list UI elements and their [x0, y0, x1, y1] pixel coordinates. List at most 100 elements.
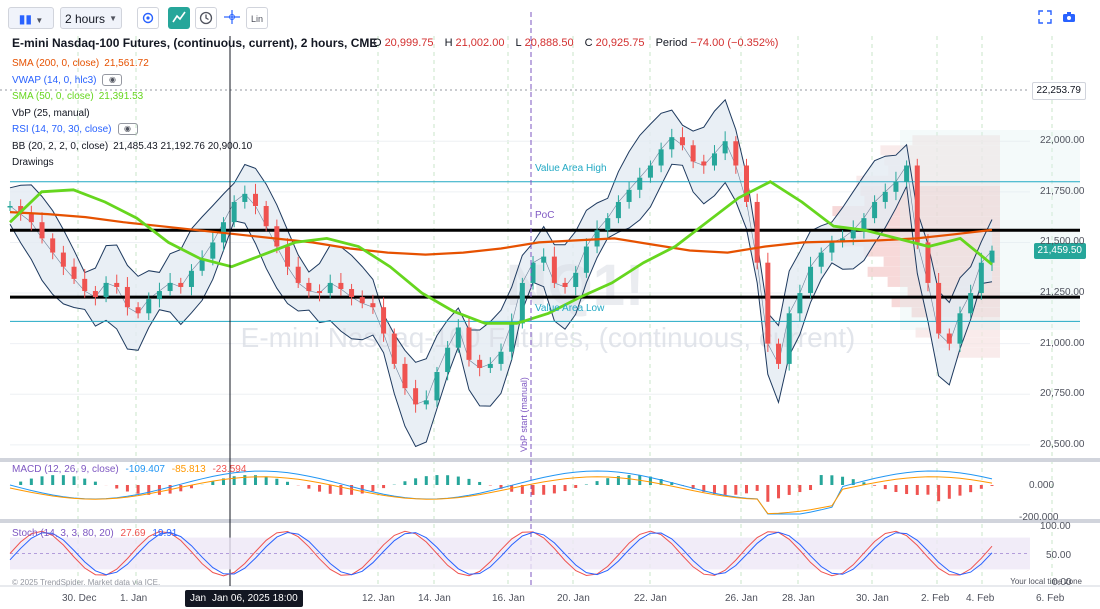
- macd-histogram-bar: [339, 485, 343, 495]
- pane-separator: [0, 519, 1100, 523]
- time-tick-label: 1. Jan: [120, 593, 148, 604]
- macd-histogram-bar: [830, 475, 834, 485]
- macd-histogram-bar: [307, 485, 311, 489]
- macd-histogram-bar: [19, 481, 23, 485]
- legend-item[interactable]: SMA (200, 0, close) 21,561.72: [12, 57, 149, 71]
- macd-histogram-bar: [766, 485, 770, 502]
- candle-body: [445, 347, 451, 372]
- candle-body: [391, 333, 397, 364]
- macd-histogram-bar: [414, 478, 418, 485]
- vertical-lines: [229, 12, 532, 586]
- candle-body: [263, 206, 269, 227]
- interval-select[interactable]: 2 hours ▼: [60, 7, 122, 29]
- macd-histogram-bar: [691, 485, 695, 489]
- macd-histogram-bar: [841, 476, 845, 485]
- price-tick-label: 22,000.00: [1040, 135, 1085, 147]
- macd-histogram-bar: [83, 478, 87, 485]
- candle-body: [829, 242, 835, 253]
- bollinger-lower-band: [9, 163, 993, 448]
- stoch-value-2: 19.91: [152, 528, 178, 539]
- price-tick-label: 21,750.00: [1040, 185, 1085, 197]
- macd-histogram-bar: [211, 481, 215, 485]
- candle-body: [818, 252, 824, 267]
- value-area-low-label: Value Area Low: [535, 303, 605, 314]
- macd-histogram-bar: [467, 478, 471, 485]
- close-label: C: [584, 37, 593, 49]
- volume-profile-bar: [884, 155, 1000, 166]
- time-tick-label: 12. Jan: [362, 593, 395, 604]
- legend-item-name: RSI (14, 70, 30, close): [12, 124, 112, 135]
- macd-histogram-bar: [275, 478, 279, 485]
- legend-item[interactable]: BB (20, 2, 2, 0, close) 21,485.43 21,192.…: [12, 140, 252, 154]
- eye-icon[interactable]: ◉: [102, 73, 123, 86]
- legend-item[interactable]: VWAP (14, 0, hlc3) ◉: [12, 73, 123, 88]
- time-tick-label: 6. Feb: [1036, 593, 1065, 604]
- local-time-label: Your local time zone: [1010, 577, 1082, 586]
- candle-body: [637, 177, 643, 190]
- camera-icon: [1063, 12, 1075, 22]
- macd-histogram-bar: [456, 476, 460, 485]
- candle-body: [658, 149, 664, 166]
- candle-body: [71, 266, 77, 279]
- macd-histogram-bar: [947, 485, 951, 499]
- macd-histogram-bar: [424, 476, 428, 485]
- candle-body: [477, 359, 483, 368]
- candle-body: [82, 278, 88, 292]
- candle-body: [253, 193, 258, 206]
- macd-pane: [9, 470, 994, 515]
- volume-profile-bar: [955, 347, 1000, 358]
- candle-body: [562, 282, 568, 287]
- candle-body: [381, 307, 387, 334]
- legend-item[interactable]: SMA (50, 0, close) 21,391.53: [12, 90, 143, 104]
- macd-histogram-bar: [29, 478, 33, 485]
- macd-histogram-bar: [446, 475, 450, 485]
- stoch-tick-50: 50.00: [1046, 550, 1072, 561]
- fullscreen-button[interactable]: [1034, 7, 1056, 29]
- crosshair-button[interactable]: [221, 7, 243, 29]
- candle-body: [530, 262, 536, 283]
- macd-histogram-bar: [318, 485, 322, 492]
- stoch-legend: Stoch (14, 3, 3, 80, 20) 27.69 19.91: [12, 528, 177, 539]
- volume-profile-bar: [935, 337, 1000, 348]
- trend-tool-button[interactable]: [168, 7, 190, 29]
- crosshair-icon: [224, 10, 240, 24]
- legend-item-value: 21,561.72: [104, 58, 149, 69]
- time-tick-label: 22. Jan: [634, 593, 667, 604]
- price-tick-label: 21,000.00: [1040, 337, 1085, 349]
- legend-item-value: 21,391.53: [98, 91, 144, 102]
- candle-body: [711, 153, 717, 166]
- candle-body: [978, 262, 984, 294]
- candle-body: [487, 363, 493, 368]
- candle-body: [402, 363, 408, 389]
- chart-type-button[interactable]: ▮▮ ▼: [8, 7, 54, 29]
- legend-item[interactable]: Drawings: [12, 156, 54, 170]
- candle-body: [882, 191, 888, 202]
- chevron-down-icon: ▼: [35, 16, 44, 25]
- settings-button[interactable]: [137, 7, 159, 29]
- macd-histogram-bar: [531, 485, 535, 495]
- candle-body: [103, 282, 109, 298]
- macd-histogram-bar: [723, 485, 727, 495]
- candle-body: [455, 327, 461, 348]
- legend-item-name: SMA (50, 0, close): [12, 91, 94, 102]
- time-tick-label: 14. Jan: [418, 593, 451, 604]
- scale-mode-button[interactable]: Lin: [246, 7, 268, 29]
- volume-profile-bar: [860, 185, 1000, 196]
- candle-body: [647, 165, 653, 178]
- crosshair-stub-tag: Jan: [185, 590, 212, 607]
- eye-icon[interactable]: ◉: [117, 123, 138, 136]
- screenshot-button[interactable]: [1058, 7, 1080, 29]
- legend-item[interactable]: VbP (25, manual): [12, 107, 90, 121]
- macd-histogram-bar: [584, 484, 588, 485]
- legend-item[interactable]: RSI (14, 70, 30, close) ◉: [12, 123, 138, 137]
- candle-body: [509, 323, 515, 352]
- candle-body: [914, 165, 920, 243]
- candle-body: [957, 313, 963, 344]
- legend-item-name: BB (20, 2, 2, 0, close): [12, 140, 109, 152]
- candle-body: [573, 272, 579, 287]
- candle-body: [39, 222, 45, 239]
- chevron-down-icon: ▼: [109, 14, 117, 23]
- volume-profile-bar: [887, 276, 1000, 287]
- clock-button[interactable]: [195, 7, 217, 29]
